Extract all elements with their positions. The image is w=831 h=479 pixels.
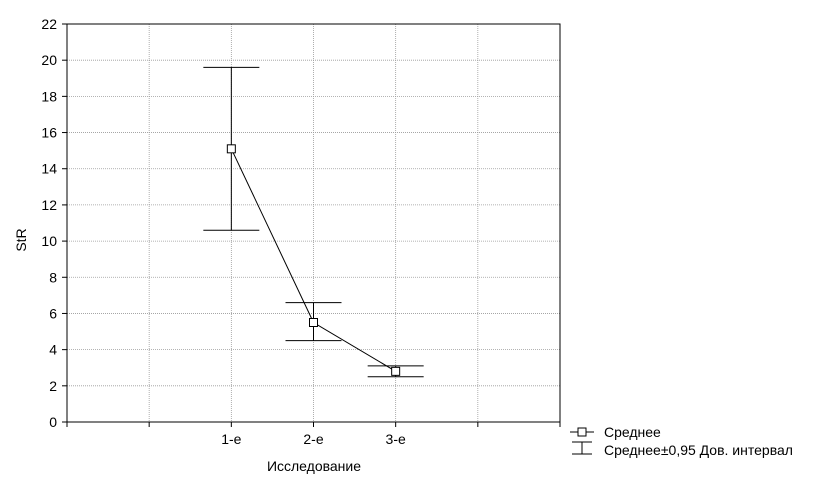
y-tick-label: 10 [41, 233, 57, 249]
y-tick-label: 12 [41, 197, 57, 213]
legend: Среднее Среднее±0,95 Дов. интервал [570, 424, 793, 458]
y-axis-title: StR [13, 228, 29, 251]
series-means [203, 66, 424, 378]
x-tick-label: 3-е [386, 431, 406, 447]
mean-point [391, 366, 401, 376]
y-tick-label: 4 [49, 342, 57, 358]
y-tick-label: 16 [41, 125, 57, 141]
y-axis-ticks: 0 2 4 6 8 10 12 14 16 18 20 22 [41, 16, 67, 430]
x-tick-label: 2-е [303, 431, 323, 447]
mean-point [309, 318, 318, 327]
grid [67, 24, 560, 422]
legend-mean-marker [570, 427, 594, 437]
y-tick-label: 22 [41, 16, 57, 32]
y-tick-label: 2 [49, 378, 57, 394]
x-axis-title: Исследование [267, 458, 361, 474]
y-tick-label: 18 [41, 88, 57, 104]
y-tick-label: 8 [49, 269, 57, 285]
y-tick-label: 14 [41, 161, 57, 177]
legend-mean-label: Среднее [604, 424, 661, 440]
x-tick-label: 1-е [221, 431, 241, 447]
legend-ci-marker [572, 441, 592, 455]
legend-ci-label: Среднее±0,95 Дов. интервал [604, 442, 793, 458]
y-tick-label: 20 [41, 52, 57, 68]
y-tick-label: 0 [49, 414, 57, 430]
mean-point [226, 144, 236, 154]
y-tick-label: 6 [49, 305, 57, 321]
x-axis-ticks: 1-е 2-е 3-е [66, 422, 561, 447]
